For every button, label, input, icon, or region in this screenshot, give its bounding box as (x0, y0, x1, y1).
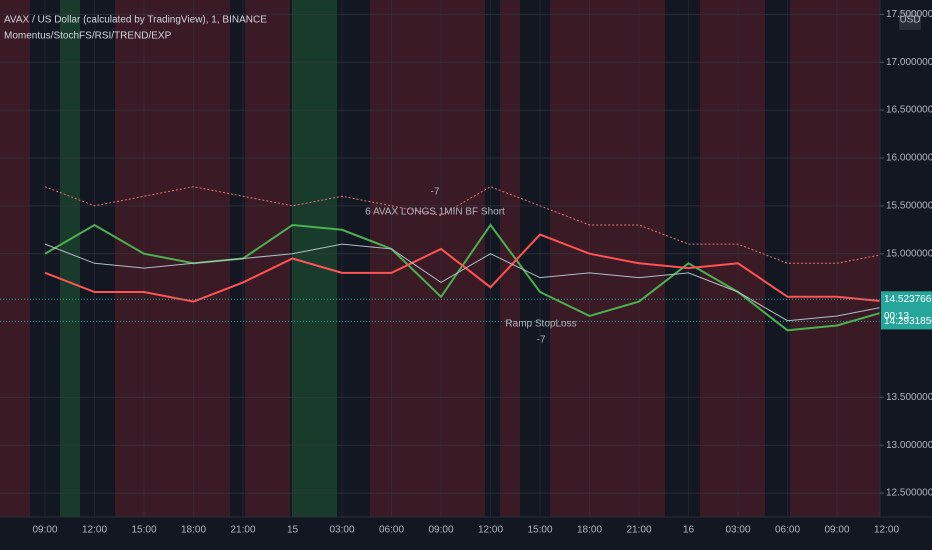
x-tick-label: 15 (287, 525, 299, 536)
session-bands (0, 0, 880, 517)
band (550, 0, 665, 517)
x-tick-label: 15:00 (131, 525, 156, 536)
y-tick-label: 16.50000000 (886, 105, 932, 116)
x-tick-label: 09:00 (824, 525, 849, 536)
indicator-name: Momentus/StochFS/RSI/TREND/EXP (4, 31, 172, 42)
price-marker-label: 14.52376618 (884, 294, 932, 305)
x-tick-label: 16 (683, 525, 695, 536)
x-tick-label: 21:00 (626, 525, 651, 536)
x-tick-label: 06:00 (379, 525, 404, 536)
x-tick-label: 03:00 (329, 525, 354, 536)
y-tick-label: 17.50000000 (886, 9, 932, 20)
band (245, 0, 290, 517)
x-tick-label: 12:00 (874, 525, 899, 536)
countdown: 00:13 (884, 311, 909, 322)
band (60, 0, 80, 517)
band (0, 0, 30, 517)
price-marker (881, 313, 932, 330)
band (700, 0, 765, 517)
annotation: -7 (537, 335, 546, 346)
band (790, 0, 880, 517)
y-tick-label: 16.00000000 (886, 153, 932, 164)
x-tick-label: 09:00 (32, 525, 57, 536)
series-line (44, 223, 887, 332)
currency[interactable]: USD (899, 15, 920, 26)
band (370, 0, 485, 517)
y-tick-label: 13.50000000 (886, 392, 932, 403)
series-line (44, 186, 887, 264)
y-tick-label: 13.00000000 (886, 440, 932, 451)
x-tick-label: 06:00 (775, 525, 800, 536)
chart-title: AVAX / US Dollar (calculated by TradingV… (4, 15, 267, 26)
price-marker-label: 14.29318501 (884, 316, 932, 327)
x-tick-label: 12:00 (478, 525, 503, 536)
x-tick-label: 03:00 (725, 525, 750, 536)
band (500, 0, 520, 517)
y-axis-bg (880, 0, 932, 550)
y-tick-label: 17.00000000 (886, 57, 932, 68)
band (292, 0, 337, 517)
x-tick-label: 18:00 (181, 525, 206, 536)
currency-button[interactable] (899, 10, 921, 30)
x-tick-label: 15:00 (527, 525, 552, 536)
annotation: 6 AVAX LONGS 1MIN BF Short (365, 207, 505, 218)
y-tick-label: 15.50000000 (886, 200, 932, 211)
x-tick-label: 09:00 (428, 525, 453, 536)
annotation: Ramp StopLoss (505, 319, 576, 330)
x-tick-label: 21:00 (230, 525, 255, 536)
y-tick-label: 15.00000000 (886, 248, 932, 259)
annotation: -7 (431, 187, 440, 198)
x-tick-label: 18:00 (577, 525, 602, 536)
series-line (44, 243, 887, 322)
y-tick-label: 12.50000000 (886, 488, 932, 499)
x-tick-label: 12:00 (82, 525, 107, 536)
